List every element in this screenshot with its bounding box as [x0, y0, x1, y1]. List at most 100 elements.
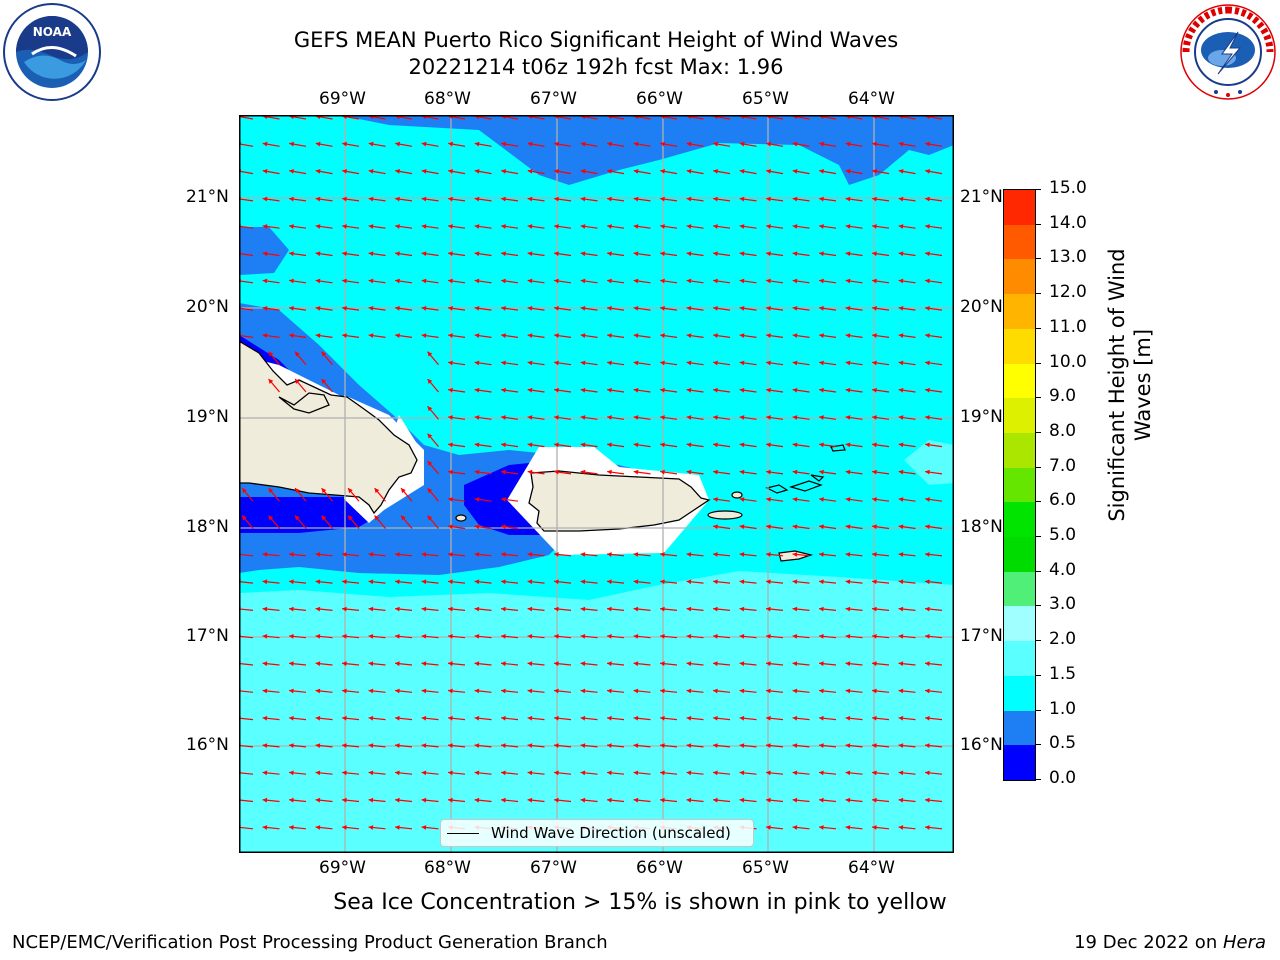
wave-direction-arrowhead [792, 743, 798, 748]
wave-direction-arrowhead [474, 196, 480, 202]
wave-direction-arrow [239, 690, 254, 693]
wave-direction-arrowhead [395, 770, 400, 776]
wave-direction-arrowhead [342, 278, 347, 284]
svg-text:NOAA: NOAA [33, 25, 72, 39]
wave-direction-arrowhead [713, 387, 718, 393]
wave-direction-arrowhead [321, 378, 327, 384]
wave-direction-arrowhead [501, 688, 506, 694]
wave-direction-arrowhead [792, 552, 798, 557]
wave-direction-arrowhead [819, 387, 824, 393]
wave-direction-arrowhead [925, 387, 930, 393]
wave-direction-arrowhead [289, 797, 294, 803]
wave-direction-arrowhead [713, 524, 718, 530]
wave-direction-arrowhead [554, 743, 559, 748]
wave-direction-arrowhead [368, 606, 374, 612]
lat-label: 20°N [186, 297, 229, 317]
wave-direction-arrowhead [527, 196, 533, 202]
wave-direction-arrowhead [368, 333, 374, 339]
wave-direction-arrowhead [872, 633, 877, 639]
wave-field-0.5-1.0 [239, 115, 954, 185]
colorbar-tick-mark [1035, 779, 1041, 780]
colorbar-label-line: Waves [m] [1131, 328, 1155, 442]
wave-direction-arrowhead [315, 606, 321, 612]
wave-direction-arrowhead [527, 552, 533, 557]
wave-direction-arrowhead [395, 606, 400, 612]
wave-direction-arrowhead [527, 797, 533, 803]
wave-direction-arrowhead [580, 196, 586, 202]
wave-direction-arrowhead [262, 333, 268, 339]
colorbar-tick-mark [1035, 397, 1041, 399]
wave-direction-arrowhead [342, 661, 347, 667]
wave-direction-arrowhead [374, 488, 380, 494]
wave-direction-arrowhead [739, 797, 745, 803]
wave-direction-arrowhead [872, 360, 877, 366]
wave-direction-arrowhead [686, 224, 692, 229]
wave-direction-arrowhead [368, 251, 374, 257]
wave-direction-arrowhead [315, 770, 321, 776]
wave-direction-arrowhead [819, 606, 824, 612]
wave-direction-arrowhead [766, 524, 771, 530]
wave-direction-arrowhead [898, 333, 904, 339]
wave-direction-arrowhead [421, 141, 427, 147]
colorbar-tick-label: 1.0 [1049, 698, 1077, 719]
noaa-logo: NOAA [2, 2, 102, 102]
wave-direction-arrowhead [792, 715, 798, 721]
wave-direction-arrowhead [819, 633, 824, 639]
colorbar-tick-mark [1035, 362, 1041, 364]
wave-direction-arrowhead [395, 305, 400, 311]
wave-direction-arrow [239, 608, 254, 611]
wave-direction-arrowhead [845, 469, 851, 475]
wave-direction-arrowhead [554, 305, 559, 311]
wave-direction-arrowhead [845, 606, 851, 612]
wave-direction-arrowhead [845, 169, 851, 174]
wave-direction-arrowhead [872, 415, 877, 420]
wave-direction-arrowhead [898, 415, 904, 420]
wave-direction-arrowhead [925, 633, 930, 639]
wave-direction-arrowhead [633, 743, 639, 748]
wave-direction-arrowhead [819, 333, 824, 339]
lon-label: 69°W [319, 858, 366, 878]
wave-direction-arrowhead [427, 515, 433, 521]
wave-direction-arrowhead [607, 415, 612, 420]
wave-direction-arrowhead [289, 688, 294, 694]
wave-direction-arrowhead [554, 579, 559, 585]
wave-direction-arrowhead [766, 825, 771, 830]
wave-direction-arrowhead [289, 743, 294, 748]
wave-direction-arrowhead [792, 224, 798, 229]
wave-direction-arrowhead [925, 442, 930, 448]
wave-direction-arrowhead [295, 488, 300, 494]
wave-direction-arrowhead [607, 797, 612, 803]
wave-direction-arrowhead [633, 633, 639, 639]
wave-direction-arrowhead [448, 469, 453, 475]
colorbar-tick-mark [1035, 570, 1041, 572]
wave-direction-arrowhead [819, 524, 824, 530]
wave-direction-arrowhead [739, 606, 745, 612]
wave-direction-arrowhead [792, 251, 798, 257]
wave-direction-arrowhead [580, 415, 586, 420]
wave-direction-arrowhead [315, 333, 321, 339]
wave-direction-arrowhead [739, 360, 745, 366]
wave-direction-arrowhead [368, 825, 374, 830]
wave-direction-arrowhead [474, 387, 480, 393]
wave-direction-arrowhead [872, 141, 877, 147]
wave-direction-arrowhead [395, 633, 400, 639]
wave-direction-arrowhead [262, 633, 268, 639]
wave-direction-arrowhead [268, 515, 274, 521]
wave-direction-arrowhead [845, 305, 851, 311]
wave-direction-arrowhead [686, 141, 692, 147]
wave-direction-arrowhead [580, 333, 586, 339]
wave-direction-arrowhead [792, 169, 798, 174]
wave-direction-arrowhead [792, 278, 798, 284]
wave-direction-arrowhead [421, 305, 427, 311]
wave-direction-arrowhead [819, 278, 824, 284]
wave-direction-arrowhead [395, 224, 400, 229]
wave-direction-arrowhead [845, 360, 851, 366]
wave-direction-arrowhead [739, 469, 745, 475]
wave-direction-arrowhead [501, 333, 506, 339]
wave-direction-arrowhead [527, 633, 533, 639]
wave-direction-arrowhead [421, 797, 427, 803]
wave-direction-arrowhead [262, 169, 268, 174]
wave-direction-arrowhead [262, 606, 268, 612]
wave-direction-arrowhead [739, 387, 745, 393]
wave-direction-arrowhead [686, 469, 692, 475]
